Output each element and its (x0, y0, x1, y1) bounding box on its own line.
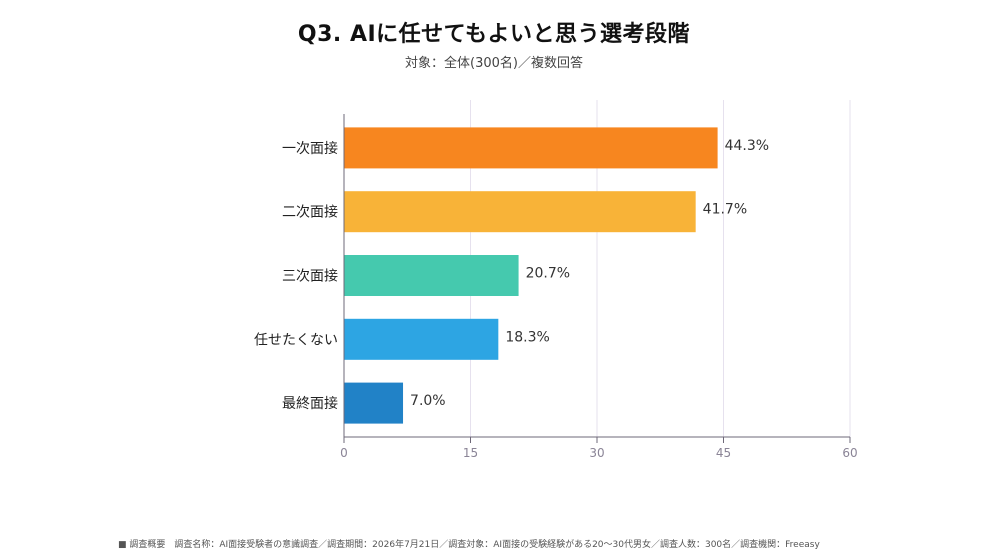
category-label: 一次面接 (282, 140, 338, 157)
x-tick-label: 15 (463, 446, 478, 460)
data-label: 18.3% (505, 329, 549, 345)
chart-title: Q3. AIに任せてもよいと思う選考段階 (297, 22, 691, 47)
x-tick-label: 30 (589, 446, 604, 460)
bar (344, 191, 696, 233)
survey-footnote: ■ 調査概要 調査名称：AI面接受験者の意識調査／調査期間：2026年7月21日… (118, 540, 820, 550)
x-tick-label: 45 (716, 446, 731, 460)
bar (344, 382, 404, 424)
bar (344, 318, 499, 360)
data-label: 44.3% (725, 138, 769, 154)
category-label: 三次面接 (282, 268, 338, 285)
bar (344, 127, 718, 169)
category-label: 任せたくない (254, 332, 338, 348)
x-tick-label: 60 (842, 446, 857, 460)
bar (344, 255, 519, 296)
category-label: 最終面接 (282, 395, 338, 412)
data-label: 41.7% (703, 202, 747, 218)
chart-subtitle: 対象：全体(300名)／複数回答 (405, 56, 583, 71)
data-label: 20.7% (526, 266, 570, 282)
category-label: 二次面接 (282, 204, 338, 221)
data-label: 7.0% (410, 393, 446, 409)
x-tick-label: 0 (340, 446, 348, 460)
